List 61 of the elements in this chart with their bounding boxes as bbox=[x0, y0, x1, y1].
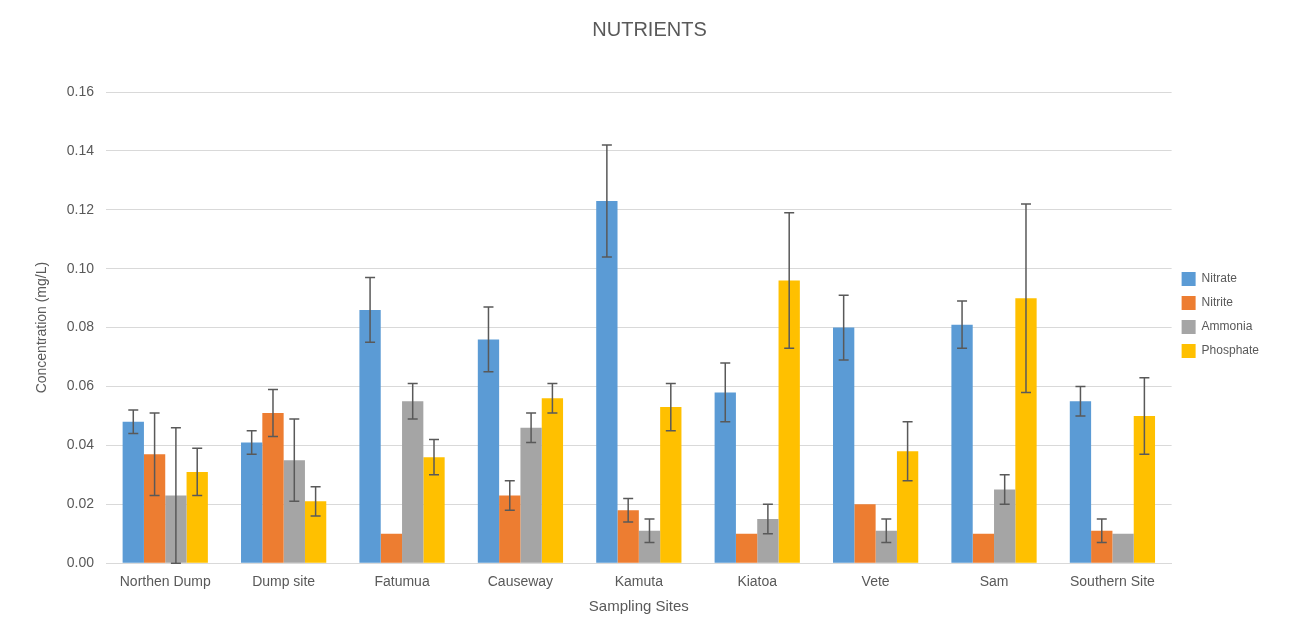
bar bbox=[757, 519, 779, 563]
bar bbox=[122, 421, 144, 563]
bar bbox=[143, 454, 166, 563]
x-axis-title: Sampling Sites bbox=[588, 597, 689, 615]
x-tick-label: Northen Dump bbox=[119, 573, 211, 590]
bar bbox=[1112, 533, 1134, 563]
x-tick-label: Sam bbox=[979, 573, 1009, 590]
x-tick-label: Causeway bbox=[487, 573, 554, 590]
bar bbox=[735, 533, 758, 563]
bar bbox=[972, 533, 995, 563]
bar bbox=[617, 510, 639, 563]
bar bbox=[638, 530, 661, 563]
y-tick-label: 0.04 bbox=[66, 436, 95, 453]
legend-label: Nitrate bbox=[1201, 271, 1238, 286]
legend-label: Nitrite bbox=[1201, 295, 1234, 310]
bar bbox=[262, 413, 284, 563]
bar bbox=[499, 495, 521, 563]
chart-title: NUTRIENTS bbox=[592, 17, 707, 40]
legend-label: Ammonia bbox=[1201, 319, 1253, 334]
y-tick-label: 0.14 bbox=[66, 141, 95, 158]
bar bbox=[165, 495, 187, 563]
bar bbox=[304, 501, 327, 563]
bar bbox=[1133, 415, 1156, 563]
bar bbox=[541, 398, 564, 563]
bar bbox=[1015, 298, 1037, 563]
bar bbox=[380, 533, 403, 563]
bar bbox=[660, 407, 682, 563]
bar bbox=[423, 457, 445, 563]
bar bbox=[186, 471, 208, 563]
bar bbox=[1069, 401, 1092, 563]
y-tick-label: 0.16 bbox=[66, 82, 95, 99]
bar bbox=[896, 451, 919, 563]
x-tick-label: Kiatoa bbox=[737, 573, 778, 590]
bar bbox=[854, 504, 876, 563]
y-tick-label: 0.12 bbox=[66, 200, 95, 217]
bar bbox=[1091, 530, 1113, 563]
bar bbox=[520, 427, 542, 563]
bar bbox=[833, 327, 855, 563]
x-tick-label: Kamuta bbox=[614, 573, 664, 590]
bar bbox=[241, 442, 263, 563]
y-tick-label: 0.08 bbox=[66, 318, 95, 335]
bar bbox=[951, 324, 973, 563]
legend-label: Phosphate bbox=[1201, 343, 1260, 358]
bar bbox=[283, 460, 305, 563]
y-tick-label: 0.02 bbox=[66, 495, 95, 512]
bar bbox=[596, 200, 618, 563]
bar bbox=[359, 309, 381, 563]
bar bbox=[994, 489, 1016, 563]
y-tick-label: 0.10 bbox=[66, 259, 95, 276]
bar bbox=[875, 530, 897, 563]
x-tick-label: Dump site bbox=[252, 573, 316, 590]
x-tick-label: Southern Site bbox=[1070, 573, 1156, 590]
bar bbox=[778, 280, 800, 563]
y-axis-title: Concentration (mg/L) bbox=[33, 261, 50, 394]
x-tick-label: Vete bbox=[861, 573, 890, 590]
y-tick-label: 0.06 bbox=[66, 377, 95, 394]
bar bbox=[714, 392, 736, 563]
x-tick-label: Fatumua bbox=[374, 573, 430, 590]
bar bbox=[477, 339, 500, 563]
bar bbox=[402, 401, 424, 563]
y-tick-label: 0.00 bbox=[66, 554, 95, 571]
